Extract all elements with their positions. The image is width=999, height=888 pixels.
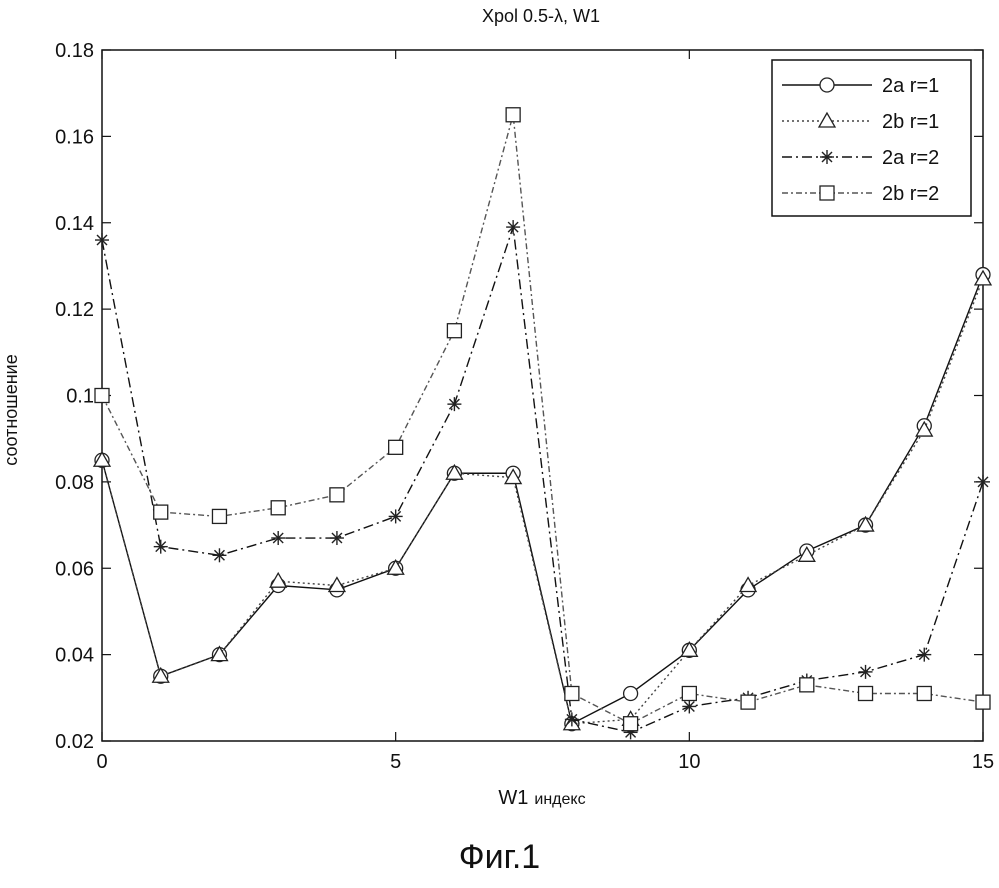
data-point bbox=[797, 545, 816, 562]
series-2 bbox=[92, 269, 993, 731]
data-point bbox=[446, 323, 463, 339]
series-line bbox=[101, 274, 984, 725]
data-point bbox=[738, 576, 758, 593]
data-point bbox=[388, 439, 404, 455]
data-point bbox=[445, 463, 464, 480]
data-point bbox=[94, 387, 110, 404]
data-point bbox=[388, 509, 403, 524]
legend-label: 2a r=2 bbox=[882, 147, 939, 169]
legend-item: 2b r=1 bbox=[782, 111, 939, 133]
x-axis-label-sub: индекс bbox=[534, 791, 585, 808]
x-axis-label: W1 индекс bbox=[498, 787, 585, 809]
data-point bbox=[856, 515, 875, 532]
data-point bbox=[95, 233, 109, 248]
data-point bbox=[153, 504, 169, 520]
x-tick-label: 0 bbox=[96, 751, 107, 773]
data-point bbox=[564, 712, 579, 727]
data-point bbox=[740, 694, 756, 710]
y-tick-label: 0.04 bbox=[55, 645, 94, 667]
data-point bbox=[210, 645, 229, 662]
data-point bbox=[622, 685, 639, 702]
data-point bbox=[915, 420, 934, 437]
legend-marker bbox=[817, 111, 837, 128]
legend-label: 2b r=1 bbox=[882, 111, 939, 133]
data-point bbox=[329, 531, 344, 546]
data-point bbox=[447, 397, 462, 412]
data-point bbox=[680, 640, 699, 657]
data-point bbox=[858, 664, 873, 679]
line-chart: Xpol 0.5-λ, W1 0 5 10 15 0.02 0.04 0.06 0.08 0.1… bbox=[1, 6, 994, 809]
data-point bbox=[682, 699, 697, 714]
y-axis-label: соотношение bbox=[1, 354, 21, 465]
series-line bbox=[101, 226, 984, 734]
axis-ticks: 0 5 10 15 0.02 0.04 0.06 0.08 0.1 0.12 0.14 0.16 0.1… bbox=[55, 40, 994, 773]
series-4 bbox=[94, 107, 991, 732]
data-point bbox=[151, 666, 170, 683]
data-point bbox=[211, 508, 228, 525]
data-point bbox=[327, 576, 347, 593]
data-point bbox=[92, 450, 112, 467]
y-tick-label: 0.02 bbox=[55, 731, 94, 753]
y-tick-label: 0.16 bbox=[55, 126, 94, 148]
legend: 2a r=1 2b r=1 2a r=2 2b r=2 bbox=[771, 59, 972, 217]
legend-label: 2b r=2 bbox=[882, 183, 939, 205]
legend-item: 2a r=2 bbox=[782, 147, 939, 169]
x-tick-label: 15 bbox=[972, 751, 994, 773]
data-point bbox=[505, 107, 521, 123]
data-point bbox=[270, 500, 286, 516]
data-point bbox=[153, 539, 168, 554]
y-tick-label: 0.08 bbox=[55, 472, 94, 494]
legend-marker bbox=[820, 150, 834, 164]
legend-marker bbox=[819, 77, 835, 93]
data-point bbox=[212, 548, 227, 563]
x-axis-label-main: W1 bbox=[498, 787, 528, 809]
series-line bbox=[101, 114, 984, 725]
x-tick-label: 5 bbox=[390, 751, 401, 773]
data-point bbox=[329, 487, 345, 503]
data-point bbox=[681, 685, 697, 702]
legend-label: 2a r=1 bbox=[882, 75, 939, 97]
y-tick-label: 0.14 bbox=[55, 213, 94, 235]
series-3 bbox=[95, 220, 990, 740]
figure-caption: Фиг.1 bbox=[458, 838, 541, 876]
legend-box bbox=[771, 59, 972, 217]
series-line bbox=[101, 278, 984, 725]
legend-item: 2b r=2 bbox=[782, 183, 939, 205]
y-tick-label: 0.1 bbox=[66, 386, 94, 408]
data-point bbox=[271, 531, 286, 546]
data-series bbox=[92, 107, 993, 740]
y-tick-label: 0.12 bbox=[55, 299, 94, 321]
y-tick-label: 0.18 bbox=[55, 40, 94, 62]
data-point bbox=[976, 474, 990, 489]
data-point bbox=[916, 685, 932, 702]
legend-item: 2a r=1 bbox=[782, 75, 939, 97]
series-1 bbox=[94, 266, 991, 732]
data-point bbox=[564, 685, 580, 702]
x-tick-label: 10 bbox=[678, 751, 700, 773]
data-point bbox=[504, 468, 523, 485]
data-point bbox=[975, 694, 991, 710]
data-point bbox=[857, 685, 874, 702]
data-point bbox=[269, 571, 288, 588]
data-point bbox=[917, 647, 932, 662]
y-tick-label: 0.06 bbox=[55, 558, 94, 580]
data-point bbox=[506, 220, 521, 235]
legend-marker bbox=[819, 185, 835, 201]
data-point bbox=[973, 269, 993, 286]
chart-title: Xpol 0.5-λ, W1 bbox=[482, 6, 600, 26]
data-point bbox=[622, 716, 639, 732]
data-point bbox=[799, 677, 815, 693]
data-point bbox=[386, 558, 405, 575]
